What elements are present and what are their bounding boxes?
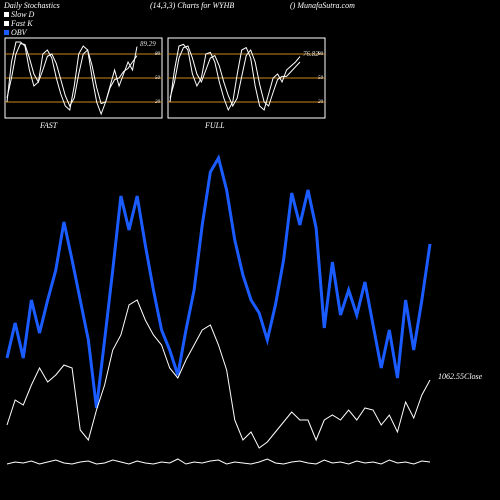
series-line <box>6 299 431 449</box>
y-tick-label: 50 <box>155 76 161 81</box>
series-line <box>6 458 431 465</box>
panel-title: FULL <box>204 121 225 130</box>
value-label: 76.82 <box>303 50 319 58</box>
series-line <box>6 43 138 108</box>
value-label: 89.29 <box>140 40 156 48</box>
panel-title: FAST <box>39 121 58 130</box>
y-tick-label: 20 <box>318 100 324 105</box>
legend-label: OBV <box>11 28 28 37</box>
series-line <box>169 43 301 112</box>
legend-swatch <box>4 21 9 26</box>
legend-swatch <box>4 30 9 35</box>
header-right: () MunafaSutra.com <box>290 1 355 10</box>
y-tick-label: 20 <box>155 100 161 105</box>
header-center: (14,3,3) Charts for WYHB <box>150 1 234 10</box>
header-left: Daily Stochastics <box>3 1 60 10</box>
y-tick-label: 80 <box>155 52 161 57</box>
legend-label: Slow D <box>11 10 35 19</box>
series-line <box>5 154 432 409</box>
close-label: 1062.55Close <box>438 372 483 381</box>
legend-swatch <box>4 12 9 17</box>
y-tick-label: 50 <box>318 76 324 81</box>
y-tick-label: 80 <box>318 52 324 57</box>
series-line <box>6 41 138 116</box>
legend-label: Fast K <box>10 19 33 28</box>
series-line <box>169 45 301 108</box>
close-name: Close <box>464 372 483 381</box>
close-value: 1062.55 <box>438 372 464 381</box>
